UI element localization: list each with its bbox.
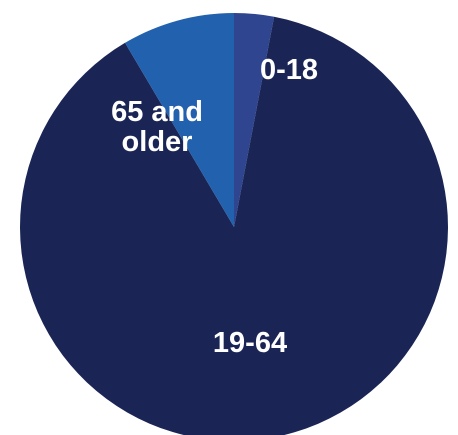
pie-slices — [20, 13, 448, 435]
pie-slice-19-64 — [20, 16, 448, 435]
pie-label-65-and-older: 65 and older — [111, 96, 203, 158]
pie-label-0-18: 0-18 — [260, 54, 318, 86]
pie-slice-0-18 — [234, 13, 275, 227]
pie-slice-65-and-older — [125, 13, 234, 227]
pie-label-19-64: 19-64 — [213, 327, 287, 359]
pie-labels: 0-18 19-64 65 and older — [111, 54, 318, 359]
